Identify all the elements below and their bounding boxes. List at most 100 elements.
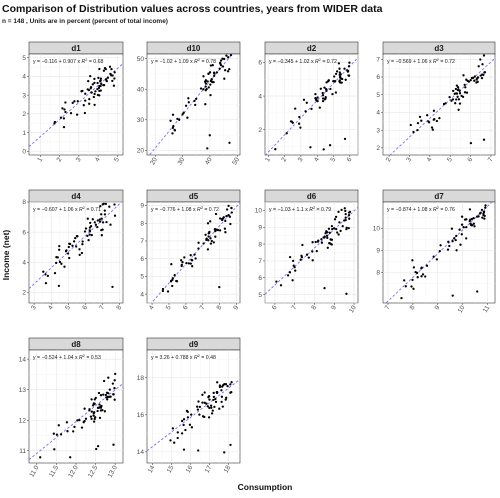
regression-equation: y = −0.524 + 1.04 x R2 = 0.53 [33, 354, 101, 361]
data-point [173, 274, 176, 277]
data-point [97, 391, 101, 395]
data-point [109, 223, 112, 226]
data-point [435, 119, 439, 123]
data-point [410, 285, 413, 288]
facet-strip-label: d9 [189, 340, 199, 349]
data-point [92, 95, 95, 99]
data-point [111, 382, 115, 385]
data-point [348, 217, 351, 220]
equation-text: y = −0.116 + 0.907 x [33, 59, 82, 65]
data-point [171, 132, 174, 135]
data-point [102, 202, 105, 205]
data-point [447, 240, 450, 243]
data-point [101, 221, 105, 224]
data-point [454, 238, 457, 242]
data-point [454, 102, 457, 105]
x-tick-label: 7 [384, 304, 392, 311]
data-point [301, 243, 304, 247]
panel-d5: d5 4 5 6 7 8 9 4 5 6 7 8 9 y = −0.776 + 1.08 x R2 = 0… [140, 189, 241, 311]
data-point [453, 92, 456, 95]
data-point [81, 240, 84, 243]
x-tick-label: 12.5 [87, 464, 100, 479]
data-point [311, 241, 314, 244]
x-tick-label: 6 [81, 304, 89, 311]
data-point [286, 274, 290, 277]
y-tick-label: 6 [140, 256, 144, 263]
data-point [230, 381, 233, 384]
data-point [89, 225, 93, 228]
data-point [194, 103, 197, 107]
x-tick-label: 40 [204, 156, 214, 166]
data-point [171, 277, 174, 280]
r2-superscript: 2 [85, 58, 87, 62]
plot-area [146, 201, 241, 304]
y-tick-label: 5 [22, 55, 26, 62]
data-point [347, 65, 351, 68]
x-tick-label: 15 [166, 464, 176, 474]
data-point [225, 208, 229, 211]
data-point [450, 227, 454, 230]
data-point [104, 78, 108, 81]
data-point [170, 263, 173, 266]
data-point [218, 67, 221, 70]
data-point [90, 398, 93, 401]
data-point [339, 73, 342, 76]
data-point [105, 391, 109, 394]
data-point [64, 101, 67, 104]
data-point [209, 64, 213, 67]
y-tick-label: 0 [22, 148, 26, 155]
data-point [465, 91, 469, 94]
data-point [424, 275, 427, 278]
regression-equation: y = −1.02 + 1.09 x R2 = 0.78 [151, 58, 216, 65]
data-point [63, 108, 66, 111]
data-point [53, 271, 57, 275]
data-point [465, 225, 468, 229]
data-point [414, 270, 417, 274]
data-point [210, 239, 213, 243]
data-point [207, 232, 210, 235]
data-point [65, 249, 68, 252]
data-point [425, 264, 429, 267]
data-point [111, 79, 114, 83]
facet-strip-label: d2 [307, 44, 317, 53]
y-tick-label: 5 [140, 274, 144, 281]
data-point [345, 226, 348, 229]
x-tick-label: 4 [426, 156, 434, 163]
data-point [57, 424, 60, 427]
data-point [465, 78, 468, 81]
y-tick-label: 12 [19, 417, 27, 424]
y-tick-label: 10 [373, 226, 381, 233]
data-point [480, 76, 484, 80]
data-point [55, 433, 59, 436]
data-point [479, 58, 482, 61]
data-point [338, 71, 341, 74]
data-point [98, 416, 102, 420]
data-point [325, 234, 329, 237]
data-point [294, 269, 297, 272]
data-point [348, 210, 352, 214]
data-point [321, 91, 324, 95]
data-point [227, 213, 230, 217]
data-point [465, 237, 468, 240]
data-point [223, 227, 227, 230]
data-point [212, 241, 215, 244]
regression-equation: y = −0.874 + 1.08 x R2 = 0.76 [387, 206, 455, 213]
data-point [208, 71, 212, 74]
x-tick-label: 6 [182, 304, 190, 311]
x-tick-label: 6 [466, 156, 474, 163]
data-point [223, 57, 226, 61]
data-point [169, 119, 172, 122]
data-point [432, 255, 435, 258]
facet-strip-label: d5 [189, 192, 199, 201]
data-point [186, 116, 189, 119]
data-point [209, 242, 213, 245]
r2-symbol: R [79, 207, 83, 213]
data-point [482, 73, 485, 77]
data-point [409, 123, 412, 127]
data-point [297, 122, 301, 125]
data-point [204, 79, 208, 82]
data-point [338, 221, 341, 224]
